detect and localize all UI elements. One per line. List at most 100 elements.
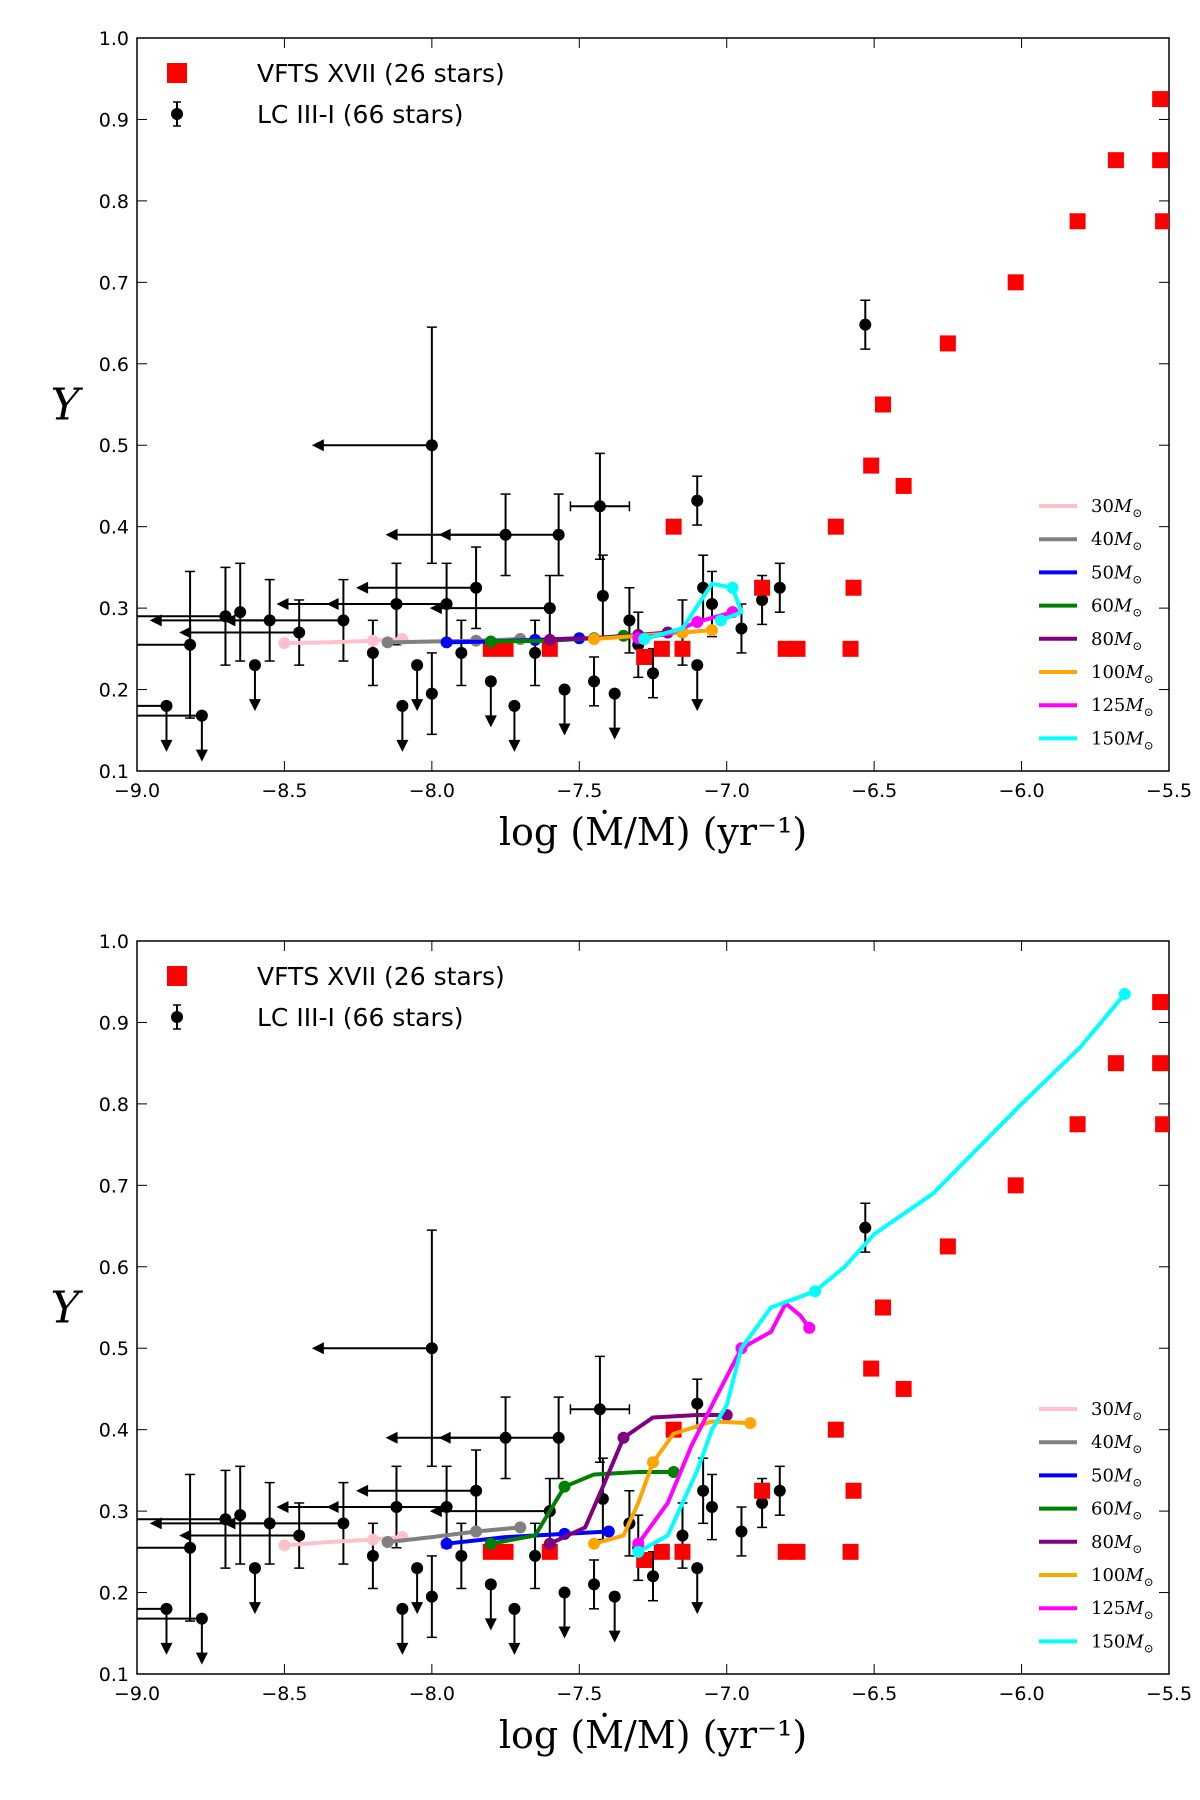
vfts-star-point xyxy=(674,640,691,657)
y-tick-label: 0.5 xyxy=(99,1338,129,1360)
model-track-marker-150 xyxy=(809,1285,822,1298)
lower-limit-arrow xyxy=(160,1642,173,1655)
y-tick-label: 0.4 xyxy=(99,517,129,539)
vfts-star-point xyxy=(1007,1177,1024,1194)
model-track-marker-40 xyxy=(381,636,394,649)
upper-limit-arrow xyxy=(356,1484,369,1497)
upper-limit-arrow xyxy=(326,598,339,611)
upper-limit-arrow xyxy=(70,639,82,651)
model-track-marker-100 xyxy=(705,624,718,637)
x-tick-label: −6.0 xyxy=(999,780,1045,802)
upper-limit-arrow xyxy=(438,1431,451,1444)
vfts-star-point xyxy=(1152,91,1169,108)
mass-legend-label-80: 80M⊙ xyxy=(1091,1532,1142,1556)
vfts-star-point xyxy=(1155,1116,1169,1133)
y-tick-label: 0.8 xyxy=(99,191,129,213)
lc-star-point xyxy=(623,614,636,627)
lc-star-point xyxy=(184,638,197,651)
lc-star-point xyxy=(195,709,208,722)
lower-limit-arrow xyxy=(608,1630,621,1643)
upper-limit-arrow xyxy=(46,700,58,712)
vfts-star-point xyxy=(789,640,806,657)
upper-limit-arrow xyxy=(276,598,289,611)
lc-star-point xyxy=(588,1578,601,1591)
y-tick-label: 0.3 xyxy=(99,1501,129,1523)
vfts-star-point xyxy=(1069,1116,1086,1133)
lc-star-point xyxy=(552,1431,565,1444)
lc-star-point xyxy=(470,581,483,594)
mass-legend-label-40: 40M⊙ xyxy=(1091,529,1142,553)
model-track-marker-100 xyxy=(588,633,601,646)
lc-star-point xyxy=(608,1590,621,1603)
vfts-star-point xyxy=(1152,152,1169,169)
model-track-marker-40 xyxy=(381,1536,394,1549)
lc-star-point xyxy=(160,1602,173,1615)
lc-star-point xyxy=(691,494,704,507)
x-tick-label: −8.5 xyxy=(261,780,307,802)
x-tick-label: −6.0 xyxy=(999,1683,1045,1705)
model-track-40 xyxy=(385,1525,523,1545)
upper-limit-arrow xyxy=(179,1529,192,1542)
lc-star-point xyxy=(608,687,621,700)
lower-limit-arrow xyxy=(396,1642,409,1655)
plot-frame xyxy=(136,37,1170,772)
mass-legend-label-30: 30M⊙ xyxy=(1091,496,1142,520)
x-tick-label: −7.0 xyxy=(704,1683,750,1705)
legend-lc-marker xyxy=(171,108,183,120)
model-track-marker-80 xyxy=(543,633,556,646)
x-tick-label: −5.5 xyxy=(1146,1683,1192,1705)
model-track-marker-60 xyxy=(667,1466,680,1479)
model-track-marker-30 xyxy=(278,1539,291,1552)
x-tick-label: −7.5 xyxy=(556,780,602,802)
model-track-marker-40 xyxy=(514,1521,527,1534)
upper-limit-arrow xyxy=(311,439,324,452)
vfts-star-point xyxy=(653,640,670,657)
vfts-star-point xyxy=(842,1543,859,1560)
lc-star-point xyxy=(773,1484,786,1497)
lc-star-point xyxy=(455,646,468,659)
y-tick-label: 0.9 xyxy=(99,109,129,131)
vfts-star-point xyxy=(874,396,891,413)
lc-star-point xyxy=(234,1509,247,1522)
y-tick-label: 0.2 xyxy=(99,680,129,702)
lc-star-point xyxy=(735,1525,748,1538)
vfts-star-point xyxy=(863,457,880,474)
upper-limit-arrow xyxy=(82,710,94,722)
lc-star-point xyxy=(470,1484,483,1497)
vfts-star-point xyxy=(497,640,514,657)
y-tick-label: 1.0 xyxy=(99,931,129,953)
vfts-star-point xyxy=(1069,213,1086,230)
lower-limit-arrow xyxy=(411,1602,424,1615)
lower-limit-arrow xyxy=(484,715,497,728)
lc-star-point xyxy=(596,589,609,602)
model-track-marker-150 xyxy=(714,614,727,627)
model-track-marker-125 xyxy=(691,615,704,628)
upper-limit-arrow xyxy=(223,614,236,627)
lc-star-point xyxy=(859,318,872,331)
model-track-marker-50 xyxy=(440,1537,453,1550)
lc-star-point xyxy=(484,1578,497,1591)
x-axis-label: log (Ṁ/M) (yr⁻¹) xyxy=(499,1713,807,1757)
lower-limit-arrow xyxy=(558,723,571,736)
lower-limit-arrow xyxy=(195,749,208,762)
y-tick-label: 0.7 xyxy=(99,272,129,294)
lc-star-point xyxy=(184,1541,197,1554)
lower-limit-arrow xyxy=(691,1602,704,1615)
model-track-150 xyxy=(636,991,1127,1554)
model-track-marker-80 xyxy=(543,1537,556,1550)
vfts-star-point xyxy=(1152,994,1169,1011)
vfts-star-point xyxy=(1007,274,1024,291)
bottom-panel: −9.0 −8.5 −8.0 −7.5 −7.0 −6.5 −6.0 −5.5 0.1 0.2 0.… xyxy=(50,931,1192,1757)
lc-star-point xyxy=(366,1549,379,1562)
lc-star-point xyxy=(411,1562,424,1575)
lower-limit-arrow xyxy=(248,1602,261,1615)
model-track-marker-60 xyxy=(484,1537,497,1550)
legend-lc-label: LC III-I (66 stars) xyxy=(257,1003,464,1032)
vfts-star-point xyxy=(845,1482,862,1499)
mass-legend-label-125: 125M⊙ xyxy=(1091,695,1154,719)
vfts-star-point xyxy=(636,648,653,665)
vfts-star-point xyxy=(1107,1055,1124,1072)
vfts-star-point xyxy=(827,1421,844,1438)
model-track-marker-50 xyxy=(602,1525,615,1538)
y-tick-label: 0.4 xyxy=(99,1420,129,1442)
